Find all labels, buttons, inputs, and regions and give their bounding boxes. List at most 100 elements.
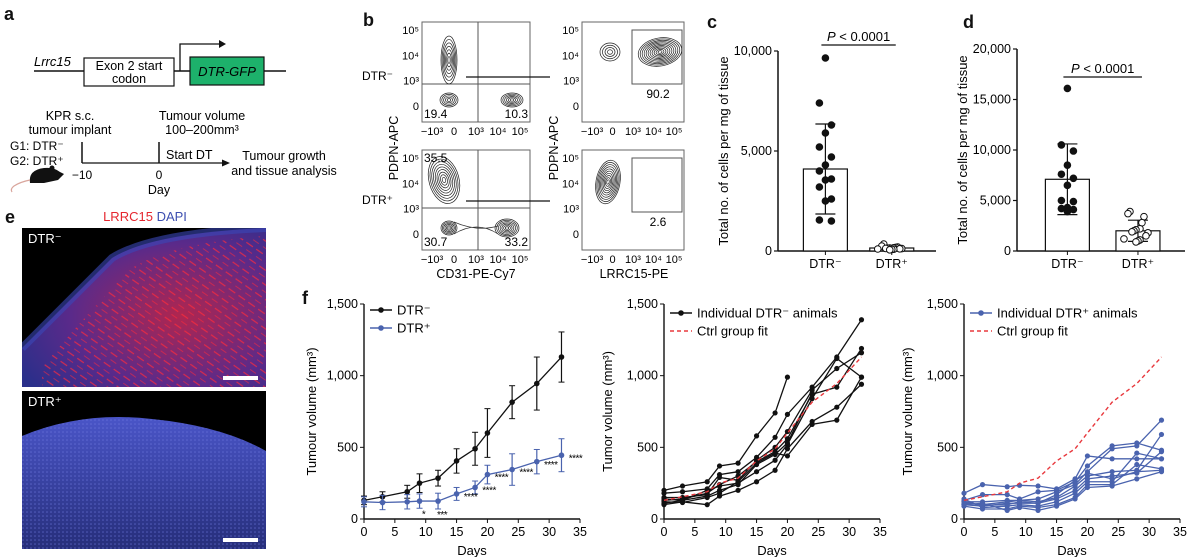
x-tick-label: 25 [511, 525, 525, 539]
data-point [484, 471, 491, 478]
x-tick-label: 20 [1080, 525, 1094, 539]
exon-box [83, 57, 175, 87]
row-label-dtr-minus: DTR⁻ [362, 69, 393, 83]
x-tick-label: 10 [1019, 525, 1033, 539]
y-tick-label: 0 [413, 229, 419, 241]
x-tick-label: 35 [573, 525, 587, 539]
data-point [784, 374, 791, 380]
x-tick-label: −10³ [421, 254, 444, 266]
panel-label-d: d [963, 12, 974, 32]
data-point [753, 479, 760, 485]
significance-stars: **** [495, 473, 509, 484]
data-point [834, 355, 840, 362]
panel-label-c: c [707, 12, 718, 32]
significance-stars: * [422, 509, 426, 520]
x-tick-label: 35 [1173, 525, 1187, 539]
data-point [1057, 170, 1066, 179]
contour [447, 226, 451, 230]
y-axis-label: PDPN-APC [547, 116, 561, 181]
contour [504, 94, 520, 106]
x-tick-label: 0 [961, 525, 968, 539]
contour [507, 97, 517, 103]
contour [446, 98, 452, 102]
contour [500, 92, 524, 108]
stain-lrrc15: LRRC15 [103, 209, 153, 224]
data-point [679, 489, 686, 495]
x-tick-label: 20 [480, 525, 494, 539]
exon-label-1: Exon 2 start [96, 59, 163, 73]
y-tick-label: 10³ [563, 76, 579, 88]
contour [499, 222, 515, 234]
data-point [661, 496, 667, 502]
data-point [858, 381, 865, 387]
legend-label: DTR⁻ [397, 303, 431, 318]
data-point [1016, 504, 1023, 511]
data-point [1069, 197, 1078, 206]
data-point [1124, 209, 1132, 218]
y-tick-label: 1,500 [927, 297, 958, 311]
y-tick-label: 10⁴ [402, 50, 419, 62]
contour [427, 156, 461, 204]
contour [439, 92, 459, 108]
legend-label: Ctrl group fit [997, 324, 1068, 339]
data-point [534, 380, 540, 387]
micrograph-dtr-plus: DTR⁺ [22, 391, 266, 549]
data-point [1057, 196, 1066, 205]
data-point [679, 497, 686, 503]
contour [598, 166, 618, 198]
data-point [735, 487, 741, 493]
x-tick-label: 5 [991, 525, 998, 539]
x-tick-label: 5 [391, 525, 398, 539]
x-tick-label: −10³ [581, 254, 604, 266]
data-point [1069, 174, 1078, 183]
label-dtr-minus: DTR⁻ [28, 231, 62, 246]
x-tick-label: 25 [1111, 525, 1125, 539]
data-point [827, 121, 836, 129]
x-tick-label: 10⁵ [666, 254, 683, 266]
data-point [1158, 417, 1165, 423]
data-point [784, 440, 791, 446]
data-point [704, 479, 710, 485]
stain-dapi: DAPI [156, 209, 187, 224]
data-point [1035, 483, 1041, 489]
contour [496, 219, 518, 237]
day-label: Day [148, 183, 171, 197]
contour [441, 221, 457, 235]
data-point [772, 451, 778, 458]
individual-line [663, 357, 862, 504]
x-tick-label: DTR⁺ [876, 257, 908, 271]
panel-a-schematic: Lrrc15 Exon 2 start codon DTR-GFP KPR s.… [10, 40, 337, 197]
data-point [961, 490, 967, 496]
data-point [827, 153, 836, 161]
data-point [1120, 235, 1128, 243]
data-point [1035, 500, 1041, 506]
y-axis-label: PDPN-APC [387, 116, 401, 181]
data-point [416, 480, 423, 486]
contour [597, 164, 619, 200]
contour [444, 224, 454, 232]
p-value-label: P < 0.0001 [827, 29, 890, 44]
contour [641, 39, 679, 65]
y-tick-label: 10⁵ [402, 153, 419, 165]
x-tick-label: 15 [450, 525, 464, 539]
data-point [1109, 483, 1115, 489]
data-point [679, 483, 686, 489]
y-tick-label: 0 [651, 512, 658, 526]
x-tick-label: 30 [1142, 525, 1156, 539]
data-point [1109, 456, 1115, 462]
y-tick-label: 0 [951, 512, 958, 526]
data-point [821, 197, 830, 205]
y-tick-label: 10⁴ [402, 178, 419, 190]
event1-line1: KPR s.c. [46, 109, 95, 123]
panel-label-a: a [4, 4, 15, 24]
data-point [1072, 477, 1078, 483]
y-tick-label: 0 [413, 101, 419, 113]
y-axis-label: Tumour volume (mm³) [304, 347, 319, 475]
data-point [1072, 483, 1078, 489]
x-tick-label: 10³ [625, 254, 641, 266]
y-tick-label: 10⁵ [562, 25, 579, 37]
data-point [821, 161, 830, 169]
contour [445, 96, 453, 104]
data-point [379, 499, 386, 506]
data-point [821, 54, 830, 62]
